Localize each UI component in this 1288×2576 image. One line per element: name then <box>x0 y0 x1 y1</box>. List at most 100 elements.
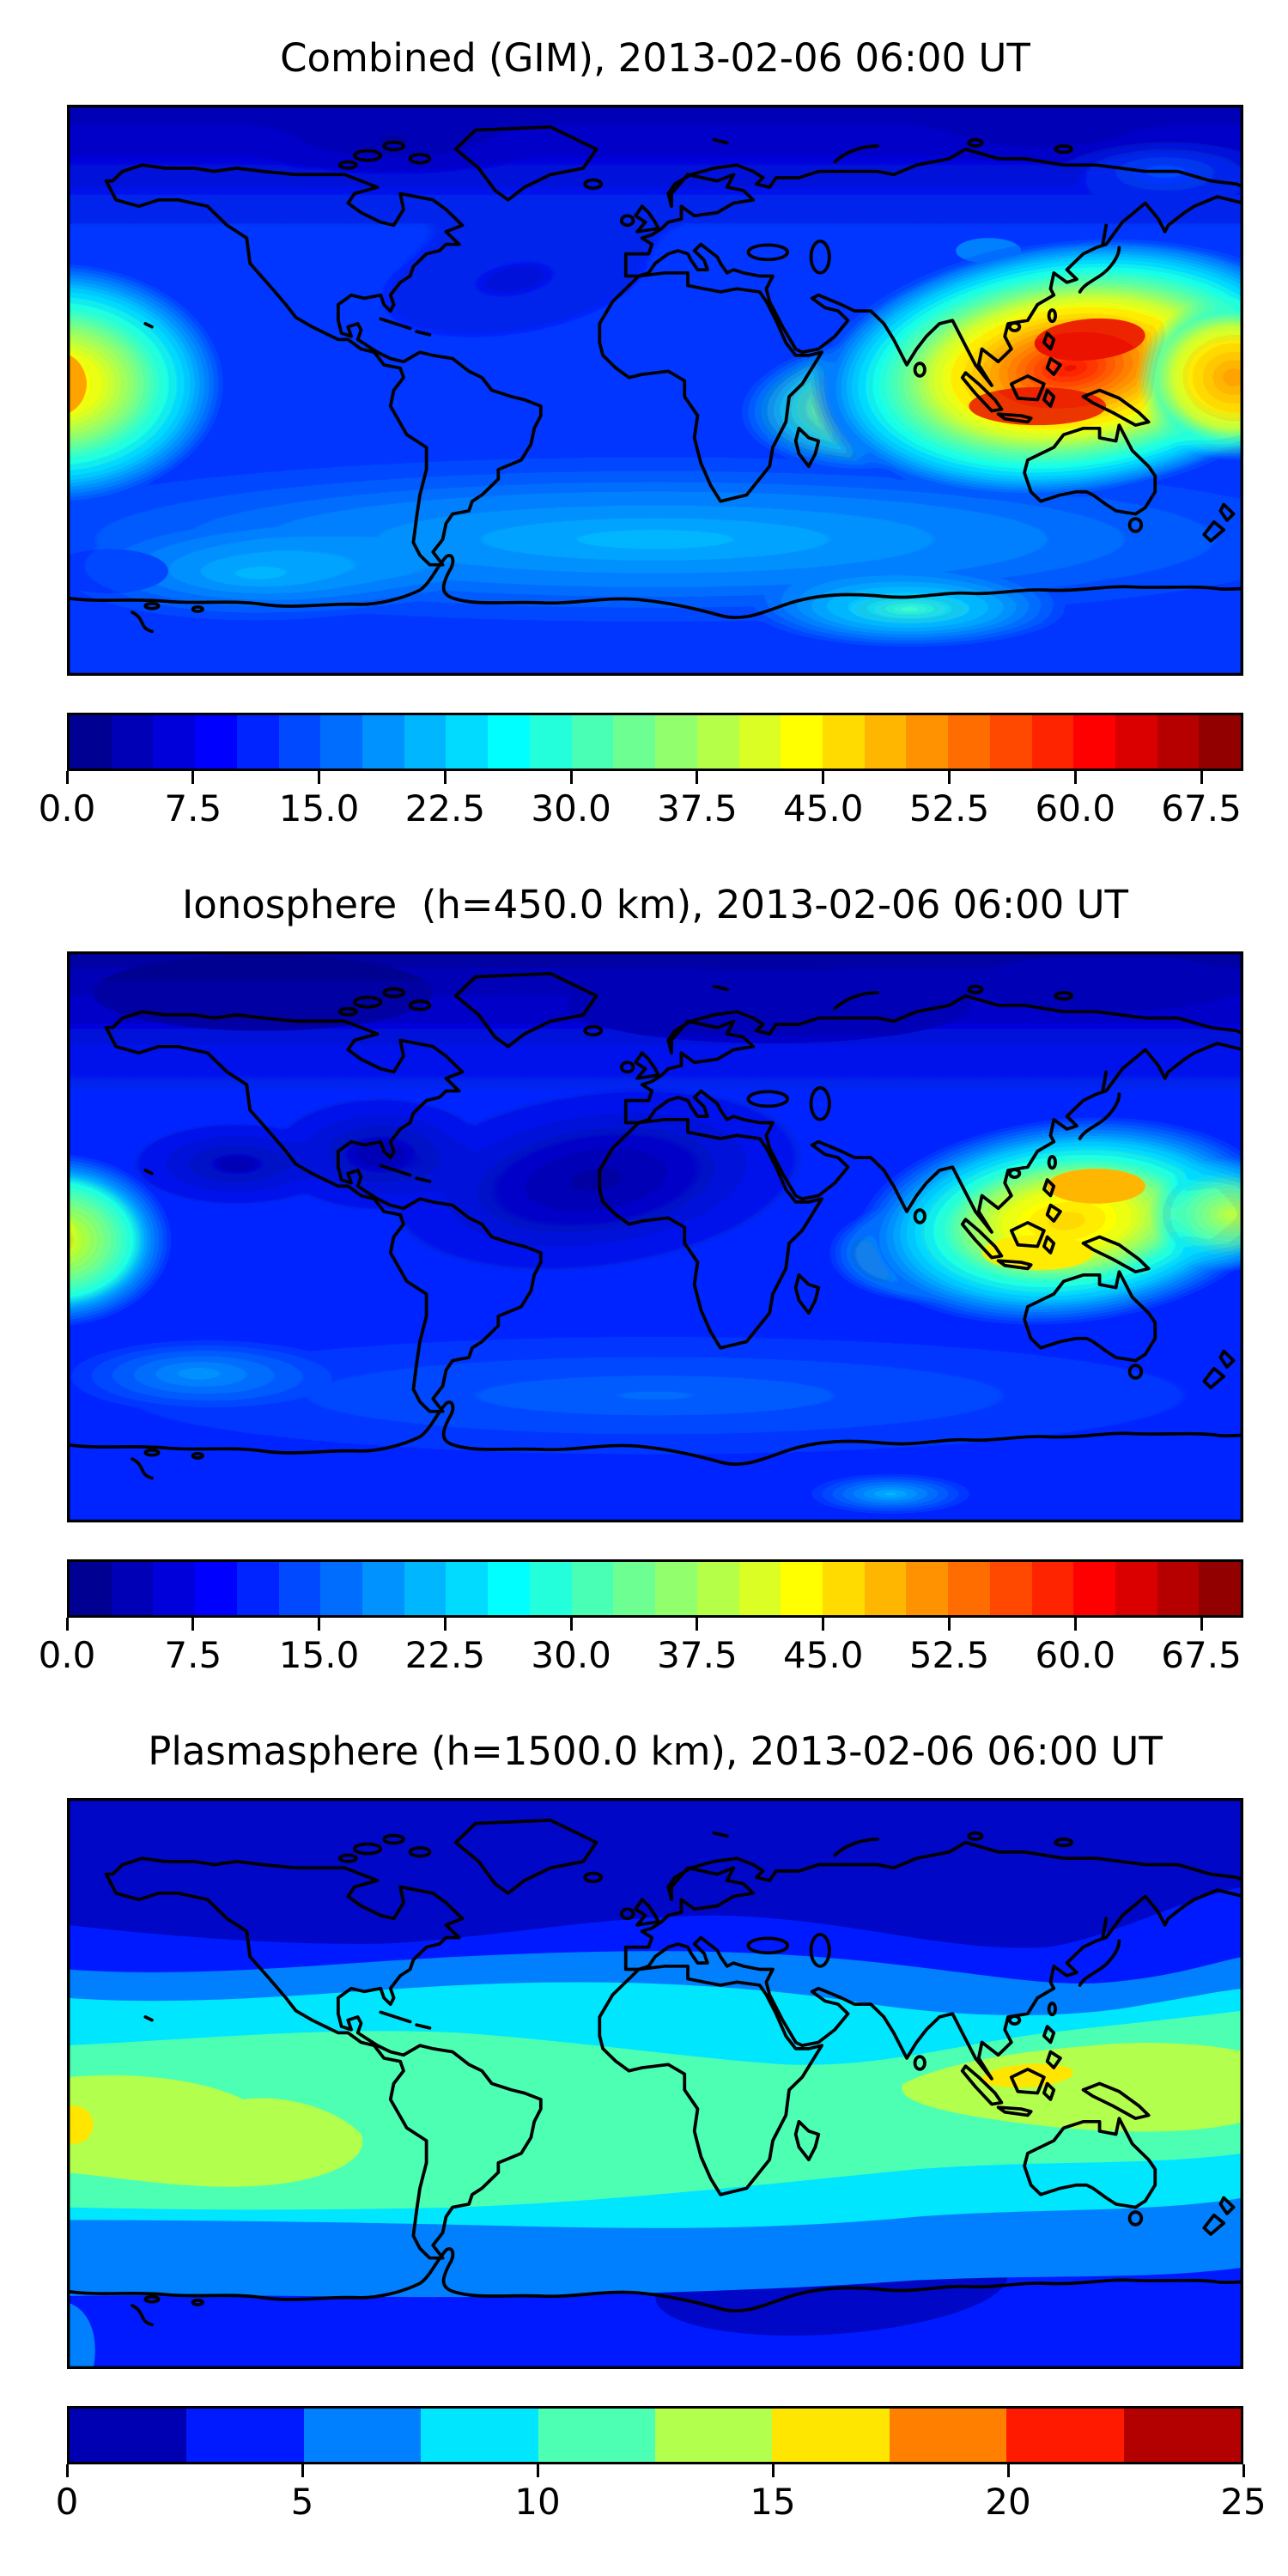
colorbar-tick <box>191 1618 195 1631</box>
colorbar-segment <box>655 715 697 769</box>
colorbar-segment <box>446 1562 489 1615</box>
colorbar-tick <box>301 2464 304 2477</box>
colorbar-segment <box>529 1562 572 1615</box>
colorbar-segment <box>571 715 614 769</box>
colorbar-segment <box>404 1562 447 1615</box>
colorbar-tick <box>822 771 825 784</box>
colorbar-bar <box>67 1559 1243 1618</box>
colorbar-segment <box>864 715 907 769</box>
colorbar-tick-label: 25 <box>1220 2481 1267 2523</box>
colorbar-segment <box>362 1562 404 1615</box>
colorbar-plasmasphere: 0 5 10 15 20 25 <box>56 2406 1267 2552</box>
colorbar-segment <box>195 1562 237 1615</box>
colorbar-segment <box>1115 1562 1157 1615</box>
colorbar-bar <box>67 2406 1243 2464</box>
colorbar-segment <box>153 715 196 769</box>
colorbar-tick <box>1242 2464 1245 2477</box>
colorbar-segment <box>948 1562 990 1615</box>
map-frame <box>67 105 1243 676</box>
colorbar-tick-label: 37.5 <box>657 787 738 829</box>
colorbar-tick-label: 0.0 <box>38 1634 96 1676</box>
colorbar-segment <box>320 715 363 769</box>
colorbar-tick-label: 7.5 <box>164 787 222 829</box>
colorbar-tick <box>1073 1618 1077 1631</box>
colorbar-tick <box>569 771 573 784</box>
colorbar-segment <box>278 715 321 769</box>
colorbar-ionosphere: 0.0 7.5 15.0 22.5 30.0 37.5 45.0 52.5 60.0 67.5 <box>39 1559 1243 1705</box>
colorbar-tick-label: 5 <box>290 2481 314 2523</box>
colorbar-segment <box>1123 2409 1242 2462</box>
colorbar-tick-label: 45.0 <box>782 1634 864 1676</box>
colorbar-tick <box>318 1618 321 1631</box>
colorbar-segment <box>822 1562 865 1615</box>
colorbar-segment <box>236 1562 279 1615</box>
colorbar-tick-label: 15.0 <box>278 1634 360 1676</box>
colorbar-tick-label: 0 <box>55 2481 79 2523</box>
colorbar-segment <box>421 2409 538 2462</box>
colorbar-segment <box>655 2409 773 2462</box>
colorbar-segment <box>738 715 781 769</box>
colorbar-segment <box>70 715 112 769</box>
colorbar-tick-label: 22.5 <box>404 787 486 829</box>
colorbar-tick-label: 0.0 <box>38 787 96 829</box>
colorbar-segment <box>655 1562 697 1615</box>
colorbar-segment <box>303 2409 422 2462</box>
colorbar-tick <box>191 771 195 784</box>
colorbar-segment <box>111 1562 154 1615</box>
colorbar-segment <box>1031 1562 1074 1615</box>
colorbar-segment <box>278 1562 321 1615</box>
colorbar-segment <box>906 1562 949 1615</box>
colorbar-segment <box>362 715 404 769</box>
panel-title-combined: Combined (GIM), 2013-02-06 06:00 UT <box>280 35 1030 81</box>
panel-title-plasmasphere: Plasmasphere (h=1500.0 km), 2013-02-06 0… <box>148 1728 1163 1774</box>
colorbar-segment <box>111 715 154 769</box>
colorbar-segment <box>404 715 447 769</box>
colorbar-tick-label: 22.5 <box>404 1634 486 1676</box>
colorbar-segment <box>1073 715 1115 769</box>
colorbar-segment <box>613 1562 656 1615</box>
colorbar-segment <box>738 1562 781 1615</box>
colorbar-segment <box>1031 715 1074 769</box>
colorbar-tick <box>443 1618 447 1631</box>
map-frame <box>67 1798 1243 2369</box>
colorbar-tick-label: 67.5 <box>1161 787 1242 829</box>
colorbar-segment <box>989 1562 1032 1615</box>
colorbar-tick-label: 30.0 <box>531 1634 611 1676</box>
colorbar-segment <box>1006 2409 1124 2462</box>
colorbar-tick-label: 10 <box>514 2481 561 2523</box>
colorbar-segment <box>906 715 949 769</box>
colorbar-segment <box>488 1562 530 1615</box>
colorbar-segment <box>696 1562 739 1615</box>
colorbar-segment <box>1157 715 1200 769</box>
colorbar-segment <box>1115 715 1157 769</box>
colorbar-segment <box>781 1562 823 1615</box>
colorbar-segment <box>1199 715 1242 769</box>
colorbar-segment <box>822 715 865 769</box>
colorbar-tick <box>65 1618 69 1631</box>
colorbar-tick <box>948 771 951 784</box>
contour-field-combined <box>67 105 1243 676</box>
colorbar-segment <box>613 715 656 769</box>
panel-title-ionosphere: Ionosphere (h=450.0 km), 2013-02-06 06:0… <box>181 882 1129 927</box>
colorbar-tick <box>65 2464 69 2477</box>
colorbar-tick-label: 52.5 <box>908 787 990 829</box>
colorbar-segment <box>889 2409 1007 2462</box>
colorbar-segment <box>488 715 530 769</box>
colorbar-segment <box>186 2409 304 2462</box>
map-combined <box>67 105 1243 676</box>
colorbar-segment <box>236 715 279 769</box>
colorbar-segment <box>696 715 739 769</box>
colorbar-tick-label: 37.5 <box>657 1634 738 1676</box>
map-ionosphere <box>67 951 1243 1522</box>
colorbar-segment <box>772 2409 890 2462</box>
colorbar-segment <box>70 2409 187 2462</box>
colorbar-segment <box>571 1562 614 1615</box>
colorbar-tick <box>536 2464 539 2477</box>
colorbar-tick <box>948 1618 951 1631</box>
colorbar-segment <box>1157 1562 1200 1615</box>
colorbar-tick-label: 15 <box>750 2481 796 2523</box>
colorbar-tick-label: 52.5 <box>908 1634 990 1676</box>
colorbar-tick-label: 60.0 <box>1035 787 1116 829</box>
colorbar-segment <box>70 1562 112 1615</box>
